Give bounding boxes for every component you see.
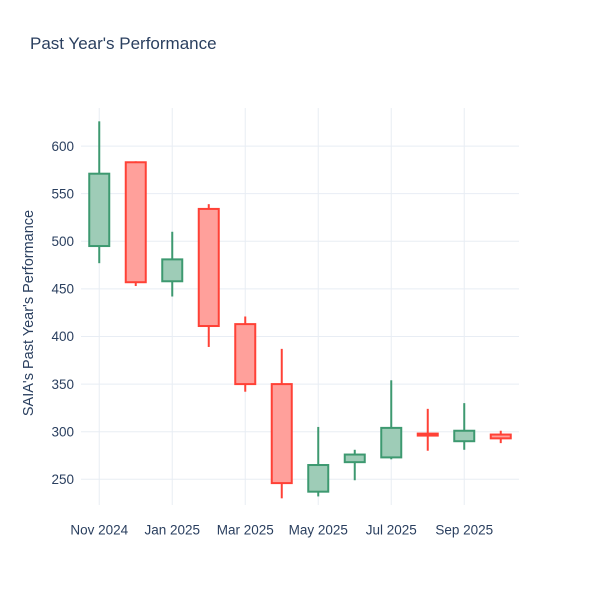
candle-body (307, 464, 330, 493)
y-tick-label: 600 (51, 139, 74, 154)
candle-body (489, 433, 512, 440)
candle-body (270, 383, 293, 485)
candle-may-2025[interactable] (307, 426, 330, 497)
x-tick-label: Jul 2025 (366, 523, 417, 538)
candle-body (124, 161, 147, 284)
y-tick-label: 250 (51, 472, 74, 487)
x-tick-label: Jan 2025 (144, 523, 200, 538)
candle-nov-2024[interactable] (88, 121, 111, 264)
candle-feb-2025[interactable] (197, 204, 220, 347)
candle-sep-2025[interactable] (453, 403, 476, 450)
y-tick-label: 550 (51, 186, 74, 201)
y-axis-title: SAIA's Past Year's Performance (21, 210, 37, 416)
tick-layer: 250 300 350 400 450 500 550 600 Nov 2024 Jan 2025… (51, 139, 493, 538)
candle-body (88, 172, 111, 248)
candle-jul-2025[interactable] (380, 380, 403, 460)
candle-oct-2025[interactable] (489, 430, 512, 444)
y-tick-label: 300 (51, 424, 74, 439)
candle-apr-2025[interactable] (270, 348, 293, 499)
candle-mar-2025[interactable] (234, 316, 257, 392)
y-tick-label: 350 (51, 377, 74, 392)
candle-dec-2024[interactable] (124, 161, 147, 287)
x-tick-label: May 2025 (289, 523, 348, 538)
candle-jan-2025[interactable] (161, 231, 184, 297)
x-tick-label: Mar 2025 (217, 523, 274, 538)
candle-body (343, 453, 366, 464)
y-tick-label: 400 (51, 329, 74, 344)
candle-layer (88, 121, 512, 499)
x-tick-label: Nov 2024 (70, 523, 128, 538)
y-tick-label: 450 (51, 282, 74, 297)
candle-body (234, 323, 257, 386)
candle-body (453, 429, 476, 443)
y-tick-label: 500 (51, 234, 74, 249)
candle-body (161, 258, 184, 283)
candle-body (380, 426, 403, 459)
candle-aug-2025[interactable] (416, 408, 439, 451)
candle-jun-2025[interactable] (343, 449, 366, 481)
x-tick-label: Sep 2025 (435, 523, 493, 538)
chart-title: Past Year's Performance (30, 34, 217, 53)
candle-body (416, 432, 439, 437)
candle-body (197, 207, 220, 328)
